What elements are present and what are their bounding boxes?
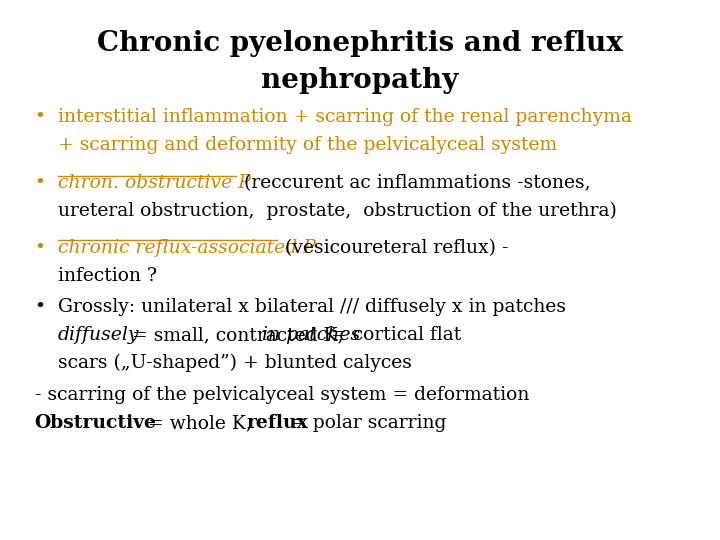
Text: = cortical flat: = cortical flat xyxy=(325,326,462,344)
Text: - scarring of the pelvicalyceal system = deformation: - scarring of the pelvicalyceal system =… xyxy=(35,386,529,404)
Text: chron. obstructive P: chron. obstructive P xyxy=(58,174,251,192)
Text: Obstructive: Obstructive xyxy=(35,414,156,432)
Text: •: • xyxy=(35,174,45,192)
Text: = small, contracted K,: = small, contracted K, xyxy=(126,326,361,344)
Text: scars („U-shaped”) + blunted calyces: scars („U-shaped”) + blunted calyces xyxy=(58,354,411,373)
Text: ureteral obstruction,  prostate,  obstruction of the urethra): ureteral obstruction, prostate, obstruct… xyxy=(58,202,616,220)
Text: interstitial inflammation + scarring of the renal parenchyma: interstitial inflammation + scarring of … xyxy=(58,108,631,126)
Text: (vesicoureteral reflux) -: (vesicoureteral reflux) - xyxy=(279,239,508,256)
Text: Chronic pyelonephritis and reflux: Chronic pyelonephritis and reflux xyxy=(97,30,623,57)
Text: (reccurent ac inflammations -stones,: (reccurent ac inflammations -stones, xyxy=(238,174,590,192)
Text: in patches: in patches xyxy=(262,326,360,344)
Text: •: • xyxy=(35,108,45,126)
Text: •: • xyxy=(35,239,45,256)
Text: chronic reflux-associated P: chronic reflux-associated P xyxy=(58,239,315,256)
Text: nephropathy: nephropathy xyxy=(261,68,459,94)
Text: diffusely: diffusely xyxy=(58,326,139,344)
Text: + scarring and deformity of the pelvicalyceal system: + scarring and deformity of the pelvical… xyxy=(58,136,557,154)
Text: = polar scarring: = polar scarring xyxy=(285,414,446,432)
Text: reflux: reflux xyxy=(246,414,308,432)
Text: Grossly: unilateral x bilateral /// diffusely x in patches: Grossly: unilateral x bilateral /// diff… xyxy=(58,298,566,316)
Text: infection ?: infection ? xyxy=(58,267,157,285)
Text: •: • xyxy=(35,298,45,316)
Text: = whole K,: = whole K, xyxy=(142,414,288,432)
